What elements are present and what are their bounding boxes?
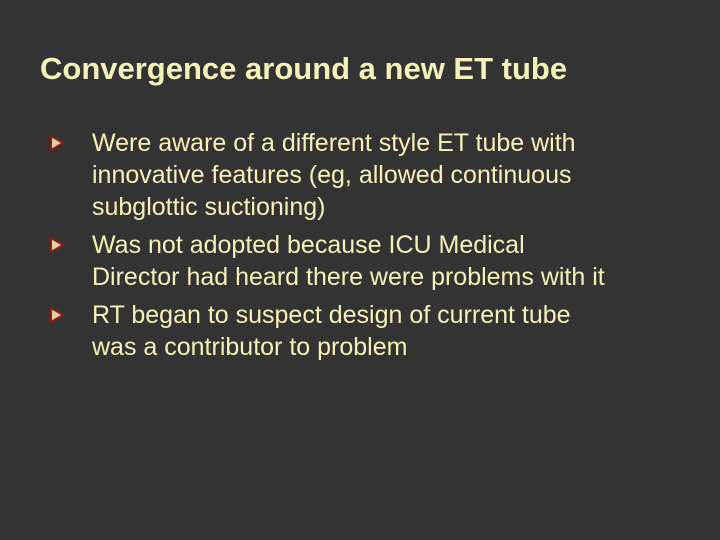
bullet-text: Were aware of a different style ET tube … — [92, 127, 612, 223]
slide-title: Convergence around a new ET tube — [40, 50, 680, 87]
list-item: RT began to suspect design of current tu… — [50, 299, 680, 363]
bullet-list: Were aware of a different style ET tube … — [50, 127, 680, 363]
triangle-bullet-icon — [50, 237, 64, 258]
list-item: Was not adopted because ICU Medical Dire… — [50, 229, 680, 293]
triangle-bullet-icon — [50, 135, 64, 156]
list-item: Were aware of a different style ET tube … — [50, 127, 680, 223]
slide: Convergence around a new ET tube Were aw… — [0, 0, 720, 540]
bullet-text: RT began to suspect design of current tu… — [92, 299, 612, 363]
triangle-bullet-icon — [50, 307, 64, 328]
bullet-text: Was not adopted because ICU Medical Dire… — [92, 229, 612, 293]
